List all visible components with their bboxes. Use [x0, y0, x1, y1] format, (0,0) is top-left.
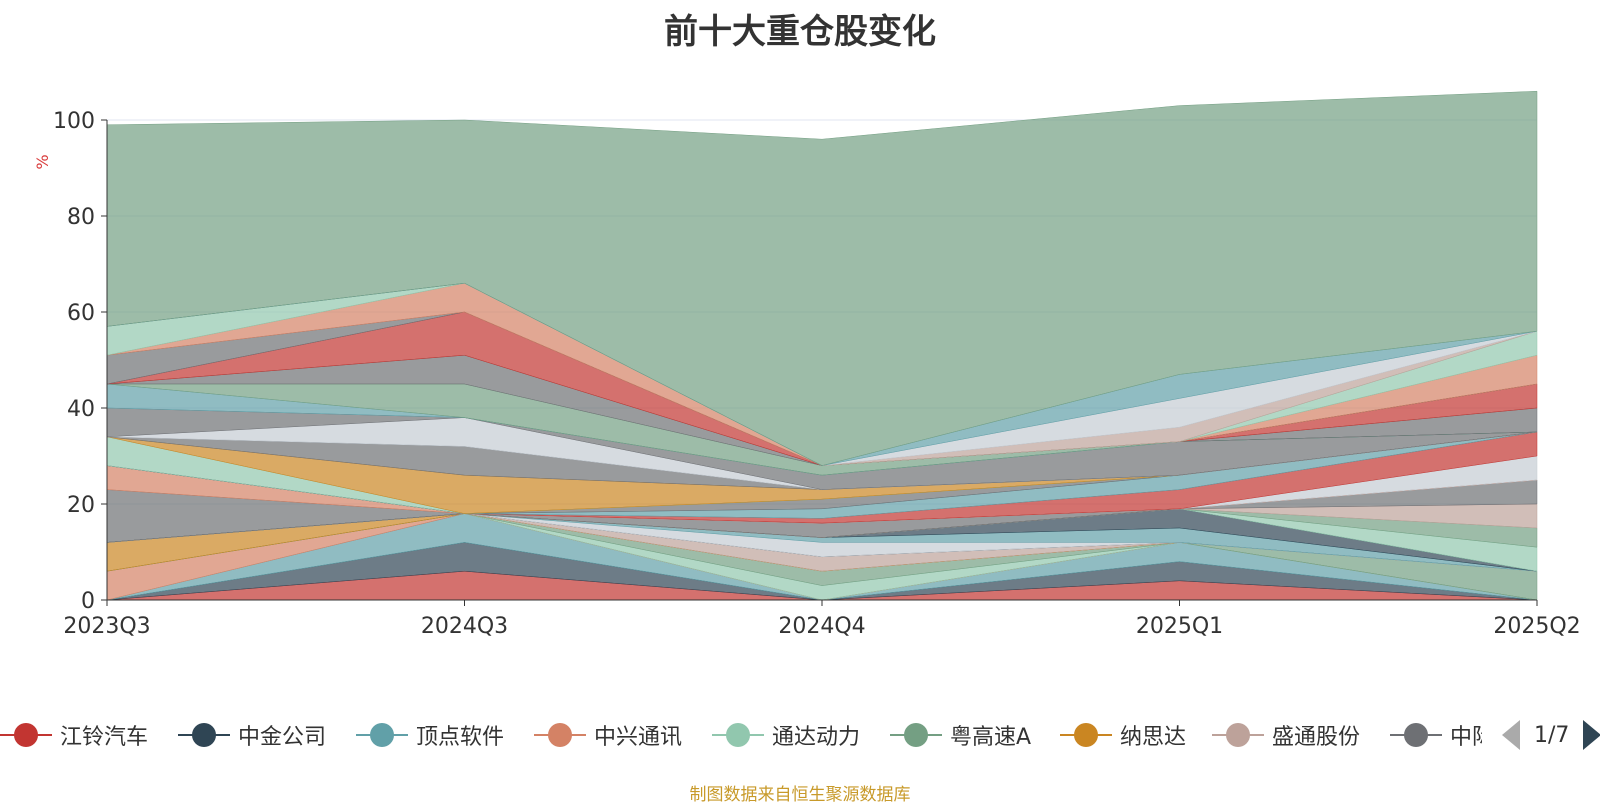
legend-page-indicator: 1/7	[1534, 722, 1570, 748]
y-tick-label: 100	[53, 109, 95, 134]
legend-next-arrow-icon[interactable]	[1583, 720, 1600, 750]
legend-label: 中兴通讯	[594, 725, 683, 750]
legend-swatch-icon	[1212, 720, 1264, 750]
legend-pager: 1/7	[1502, 718, 1600, 752]
legend-label: 中际旭创	[1450, 725, 1482, 750]
legend-items: 江铃汽车 中金公司 顶点软件 中兴通讯 通达动力 粤高速A 纳思达 盛通股份 中际旭创	[0, 718, 1482, 752]
legend-item[interactable]: 粤高速A	[890, 718, 1031, 752]
legend-swatch-icon	[356, 720, 408, 750]
legend-label: 盛通股份	[1272, 725, 1361, 750]
y-tick-label: 0	[81, 589, 95, 614]
legend-item[interactable]: 中际旭创	[1390, 718, 1482, 752]
legend-item[interactable]: 江铃汽车	[0, 718, 148, 752]
legend-item[interactable]: 中兴通讯	[534, 718, 682, 752]
legend-label: 粤高速A	[950, 725, 1032, 750]
legend-label: 通达动力	[772, 725, 861, 750]
axes: 0 20 40 60 80 100 2023Q3 2024Q3 2024Q4 2025Q1 2025…	[53, 109, 1581, 639]
legend-swatch-icon	[534, 720, 586, 750]
legend-item[interactable]: 中金公司	[178, 718, 326, 752]
y-tick-label: 20	[67, 493, 95, 518]
y-tick-label: 80	[67, 205, 95, 230]
legend-swatch-icon	[1060, 720, 1112, 750]
legend-item[interactable]: 顶点软件	[356, 718, 504, 752]
legend-swatch-icon	[1390, 720, 1442, 750]
legend-swatch-icon	[0, 720, 52, 750]
legend-label: 纳思达	[1120, 725, 1187, 750]
legend-item[interactable]: 纳思达	[1060, 718, 1186, 752]
y-tick-label: 40	[67, 397, 95, 422]
x-tick-label: 2023Q3	[63, 614, 150, 639]
legend-swatch-icon	[890, 720, 942, 750]
x-tick-label: 2025Q1	[1136, 614, 1223, 639]
legend-item[interactable]: 盛通股份	[1212, 718, 1360, 752]
legend-prev-arrow-icon[interactable]	[1502, 720, 1520, 750]
legend-label: 江铃汽车	[60, 725, 149, 750]
legend-swatch-icon	[712, 720, 764, 750]
legend-item[interactable]: 通达动力	[712, 718, 860, 752]
legend-label: 中金公司	[238, 725, 327, 750]
y-tick-label: 60	[67, 301, 95, 326]
x-tick-label: 2024Q4	[778, 614, 865, 639]
area-series	[106, 90, 1538, 601]
area-chart: 0 20 40 60 80 100 2023Q3 2024Q3 2024Q4 2025Q1 2025…	[33, 90, 1581, 639]
series-area-37	[106, 90, 1538, 466]
y-axis-unit: %	[33, 154, 52, 169]
chart-title: 前十大重仓股变化	[664, 12, 936, 52]
legend: 江铃汽车 中金公司 顶点软件 中兴通讯 通达动力 粤高速A 纳思达 盛通股份 中际旭创 1/7	[0, 718, 1600, 752]
x-tick-label: 2025Q2	[1493, 614, 1580, 639]
x-tick-label: 2024Q3	[421, 614, 508, 639]
legend-label: 顶点软件	[416, 725, 505, 750]
source-note: 制图数据来自恒生聚源数据库	[689, 785, 911, 805]
legend-swatch-icon	[178, 720, 230, 750]
